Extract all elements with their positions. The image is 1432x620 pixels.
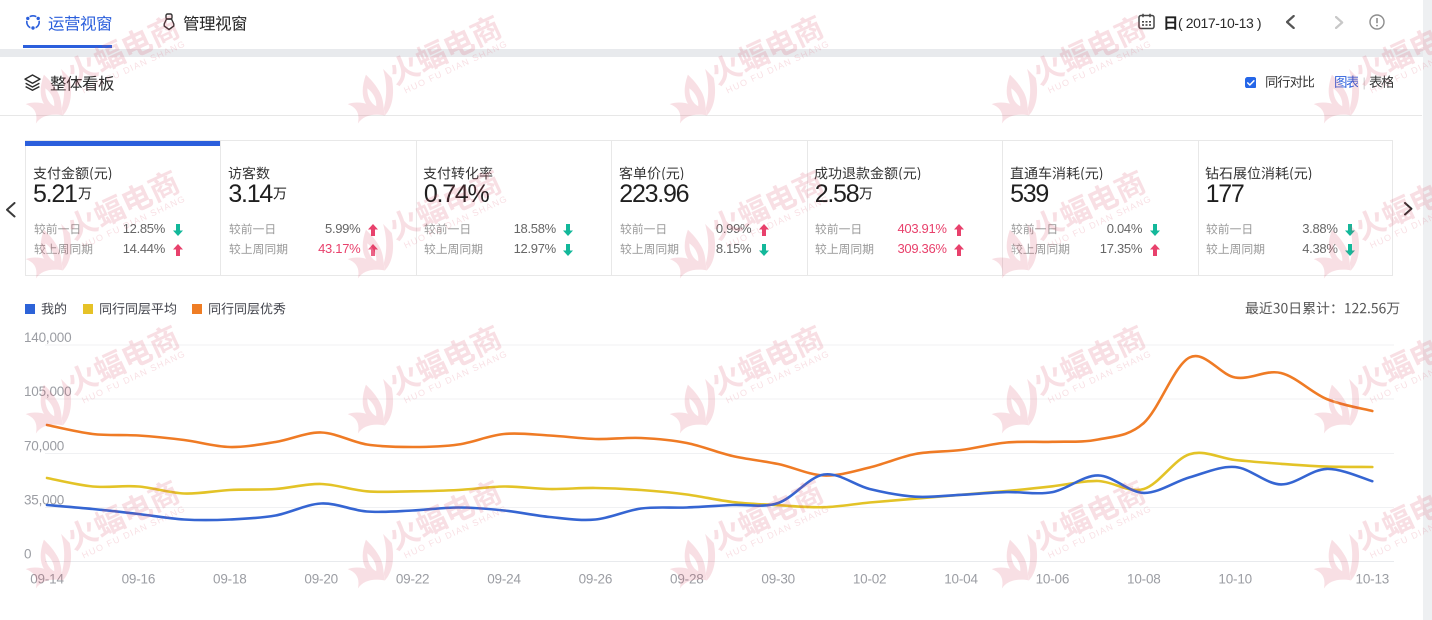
svg-text:10-04: 10-04: [944, 572, 978, 587]
svg-text:09-20: 09-20: [304, 572, 338, 587]
svg-text:09-28: 09-28: [670, 572, 704, 587]
svg-text:10-10: 10-10: [1218, 572, 1252, 587]
svg-text:105,000: 105,000: [24, 384, 71, 399]
svg-text:0: 0: [24, 546, 31, 561]
svg-text:09-14: 09-14: [30, 572, 64, 587]
svg-text:10-13: 10-13: [1356, 572, 1390, 587]
svg-text:70,000: 70,000: [24, 438, 64, 453]
svg-text:10-06: 10-06: [1036, 572, 1070, 587]
svg-text:10-02: 10-02: [853, 572, 887, 587]
svg-text:09-30: 09-30: [761, 572, 795, 587]
svg-text:09-22: 09-22: [396, 572, 430, 587]
svg-text:09-16: 09-16: [122, 572, 156, 587]
svg-text:140,000: 140,000: [24, 330, 71, 345]
svg-text:10-08: 10-08: [1127, 572, 1161, 587]
svg-text:09-18: 09-18: [213, 572, 247, 587]
svg-text:09-24: 09-24: [487, 572, 521, 587]
svg-text:09-26: 09-26: [579, 572, 613, 587]
